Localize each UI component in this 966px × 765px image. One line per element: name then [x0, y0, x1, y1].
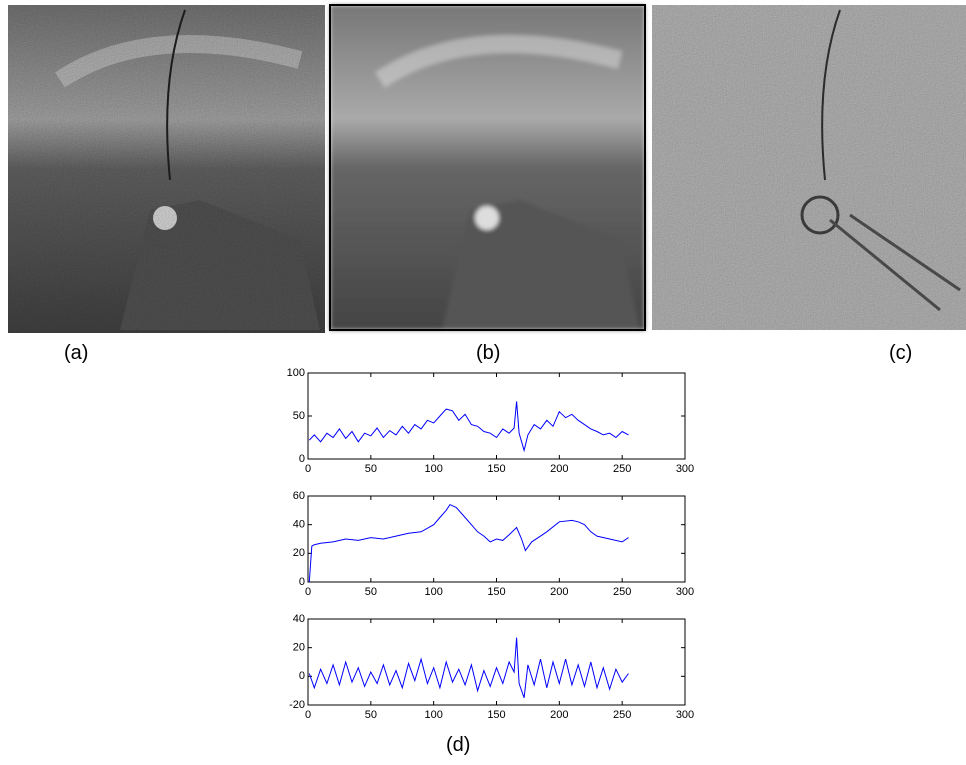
image-b — [330, 5, 645, 330]
x-tick-label: 0 — [305, 709, 311, 721]
x-tick-label: 50 — [365, 463, 377, 475]
x-tick-label: 0 — [305, 463, 311, 475]
y-tick-label: 0 — [299, 576, 305, 588]
y-tick-label: 100 — [287, 367, 305, 379]
x-tick-label: 200 — [550, 709, 568, 721]
axes-box — [308, 373, 685, 459]
x-tick-label: 250 — [613, 709, 631, 721]
panel-label: (d) — [446, 734, 470, 756]
axes-box — [308, 619, 685, 705]
y-tick-label: 20 — [293, 547, 305, 559]
y-tick-label: 60 — [293, 490, 305, 502]
image-c — [652, 5, 966, 330]
image-a — [8, 5, 325, 333]
x-tick-label: 0 — [305, 586, 311, 598]
x-tick-label: 250 — [613, 463, 631, 475]
x-tick-label: 150 — [487, 586, 505, 598]
y-tick-label: 40 — [293, 613, 305, 625]
y-tick-label: 0 — [299, 453, 305, 465]
figure: (a) (b) (c) (d) 050100150200250300050100… — [0, 0, 966, 760]
x-tick-label: 250 — [613, 586, 631, 598]
y-tick-label: -20 — [289, 699, 305, 711]
x-tick-label: 150 — [487, 709, 505, 721]
x-tick-label: 200 — [550, 586, 568, 598]
y-tick-label: 0 — [299, 670, 305, 682]
panel-label: (a) — [64, 342, 88, 364]
x-tick-label: 100 — [424, 709, 442, 721]
x-tick-label: 100 — [424, 463, 442, 475]
x-tick-label: 150 — [487, 463, 505, 475]
panel-label: (c) — [889, 342, 912, 364]
x-tick-label: 50 — [365, 709, 377, 721]
x-tick-label: 300 — [676, 463, 694, 475]
x-tick-label: 300 — [676, 586, 694, 598]
y-tick-label: 50 — [293, 410, 305, 422]
x-tick-label: 50 — [365, 586, 377, 598]
x-tick-label: 300 — [676, 709, 694, 721]
x-tick-label: 100 — [424, 586, 442, 598]
y-tick-label: 20 — [293, 642, 305, 654]
panel-label: (b) — [476, 342, 500, 364]
y-tick-label: 40 — [293, 519, 305, 531]
x-tick-label: 200 — [550, 463, 568, 475]
